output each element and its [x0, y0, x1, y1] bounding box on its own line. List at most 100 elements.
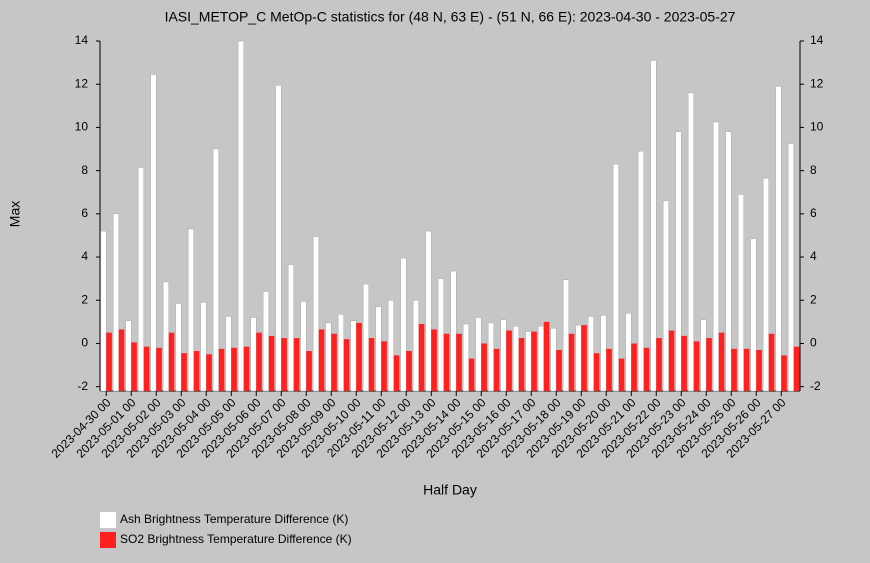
- bar: [731, 348, 737, 391]
- bar: [268, 335, 275, 391]
- bar: [118, 329, 125, 391]
- bar: [650, 60, 657, 392]
- bar: [762, 177, 770, 392]
- y-tick-label: 12: [75, 76, 89, 90]
- bar: [200, 302, 207, 392]
- bar: [393, 355, 400, 391]
- bar: [518, 338, 525, 391]
- bar: [706, 338, 712, 391]
- y-tick-label: 4: [81, 249, 88, 263]
- bar: [337, 314, 344, 392]
- bar: [637, 150, 645, 392]
- bar: [150, 74, 157, 392]
- y-tick-label: 2: [81, 292, 88, 306]
- bar: [312, 236, 319, 392]
- bar: [500, 319, 507, 392]
- bar: [206, 354, 212, 391]
- bar: [450, 270, 457, 392]
- bar: [412, 300, 419, 392]
- legend-swatch: [100, 532, 116, 548]
- bar: [587, 316, 595, 392]
- y2-tick-label: 0: [810, 336, 817, 350]
- bar: [625, 312, 632, 392]
- bar: [562, 279, 570, 392]
- bar: [712, 121, 720, 392]
- bar: [293, 338, 300, 391]
- bar: [437, 278, 444, 392]
- bar: [418, 324, 425, 391]
- bar: [781, 355, 787, 391]
- bar: [318, 329, 325, 391]
- bar: [643, 347, 650, 391]
- bar: [793, 346, 800, 391]
- y-tick-label: 6: [81, 206, 88, 220]
- bar: [368, 338, 375, 391]
- bar: [362, 283, 369, 392]
- bar: [556, 349, 562, 391]
- bar: [250, 317, 257, 392]
- bar: [737, 194, 745, 392]
- bar: [443, 333, 450, 391]
- bar: [162, 281, 169, 392]
- bar: [406, 351, 412, 391]
- bar: [668, 330, 675, 391]
- y-tick-label: -2: [77, 379, 88, 393]
- legend-label: Ash Brightness Temperature Difference (K…: [120, 512, 348, 526]
- bar: [662, 200, 670, 392]
- bar: [543, 321, 550, 391]
- bar: [168, 332, 175, 391]
- bar: [468, 358, 475, 391]
- bar: [193, 351, 200, 391]
- bar: [131, 342, 137, 391]
- x-axis-label: Half Day: [423, 482, 477, 498]
- bar: [243, 346, 250, 391]
- bar: [156, 347, 162, 391]
- bar: [262, 291, 269, 392]
- y-axis-label: Max: [7, 201, 23, 227]
- bar: [462, 323, 469, 392]
- bar: [125, 320, 132, 392]
- bar: [256, 332, 262, 391]
- bar: [275, 85, 282, 392]
- bar: [787, 143, 795, 392]
- bar: [600, 315, 607, 392]
- bar: [306, 351, 312, 391]
- bar: [768, 333, 775, 391]
- legend-swatch: [100, 512, 116, 528]
- bar: [356, 322, 362, 391]
- bar: [287, 264, 294, 392]
- bar: [775, 86, 782, 392]
- bar: [506, 330, 512, 391]
- bar: [725, 131, 732, 392]
- bar: [400, 257, 407, 392]
- bar: [581, 325, 587, 391]
- bar: [431, 329, 437, 391]
- bar: [537, 325, 545, 392]
- y-tick-label: 0: [81, 336, 88, 350]
- bar: [331, 333, 337, 391]
- bar: [568, 333, 575, 391]
- bar: [281, 338, 287, 391]
- bar: [218, 348, 225, 391]
- bar: [487, 322, 494, 392]
- y2-tick-label: -2: [810, 379, 821, 393]
- bar: [375, 306, 382, 392]
- bar: [175, 303, 182, 392]
- bar: [693, 341, 700, 391]
- y2-tick-label: 4: [810, 249, 817, 263]
- bar: [143, 346, 150, 391]
- bar: [387, 300, 394, 392]
- bar: [343, 339, 350, 391]
- bar: [575, 324, 582, 392]
- bar: [106, 332, 112, 391]
- bar: [550, 328, 557, 392]
- bar: [531, 331, 537, 391]
- bar: [493, 348, 500, 391]
- bar: [212, 148, 219, 392]
- bar: [300, 301, 307, 392]
- bar: [225, 316, 232, 392]
- y2-tick-label: 6: [810, 206, 817, 220]
- bar: [675, 131, 682, 392]
